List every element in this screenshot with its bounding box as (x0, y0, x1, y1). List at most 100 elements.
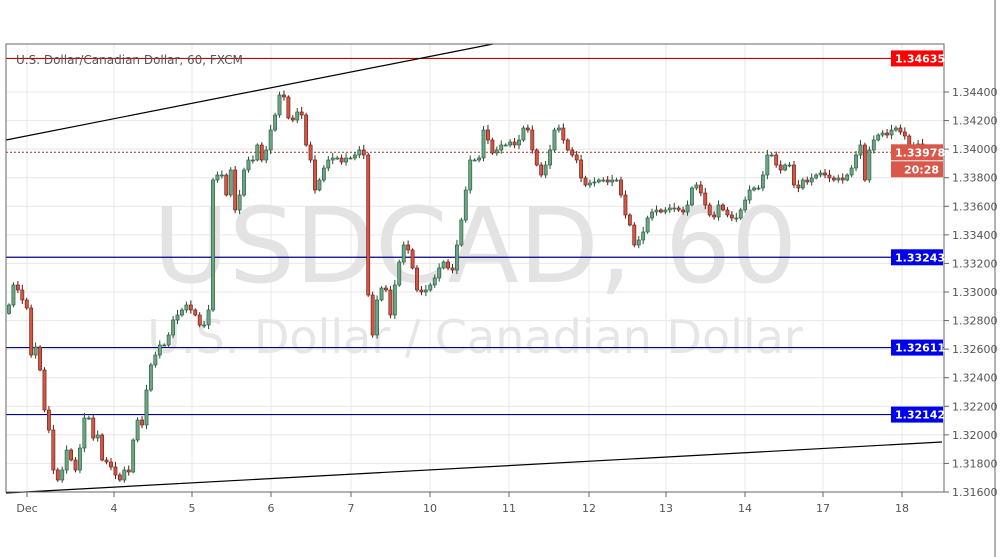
candle-body (446, 261, 450, 269)
candle (60, 466, 65, 483)
candle-body (756, 187, 761, 190)
candle-body (211, 179, 215, 311)
watermark-symbol: USDCAD, 60 (153, 185, 798, 307)
candle (858, 139, 863, 160)
level-label: 1.32611 (895, 342, 945, 355)
level-label: 1.34635 (895, 52, 945, 65)
candle (512, 138, 517, 149)
candle (126, 465, 131, 476)
candle-body (264, 149, 269, 161)
candle-body (796, 184, 801, 189)
y-tick-label: 1.33000 (952, 286, 998, 299)
candle-body (135, 419, 140, 441)
candle (681, 206, 685, 215)
candle-body (721, 204, 725, 211)
candle (206, 304, 211, 330)
candle-body (654, 209, 659, 213)
candle-body (614, 179, 619, 182)
candle (570, 147, 575, 158)
candle (357, 146, 362, 159)
candle (33, 342, 38, 359)
candle (774, 151, 779, 168)
candle (894, 125, 898, 132)
candle (437, 263, 442, 282)
candle (565, 138, 570, 152)
candle (242, 167, 246, 197)
candle-body (321, 167, 326, 181)
candle-body (672, 207, 677, 210)
candle (703, 187, 708, 210)
candle-body (437, 267, 442, 279)
candle (827, 169, 832, 183)
candle (344, 153, 348, 166)
candle (636, 236, 641, 249)
candle-body (20, 289, 25, 301)
candle-body (902, 131, 907, 137)
candle (273, 112, 277, 132)
price-axis[interactable]: 1.31600 1.31800 1.32000 1.32200 1.32400 1.326… (944, 86, 998, 499)
candle-body (876, 134, 881, 141)
candle (561, 123, 566, 144)
candle (91, 414, 96, 441)
candle (184, 301, 189, 313)
candle-body (24, 299, 29, 309)
candle-body (55, 469, 60, 481)
candle (494, 146, 499, 156)
candle (747, 185, 752, 204)
y-tick-label: 1.34200 (952, 115, 998, 128)
candle (64, 445, 69, 474)
candle-body (747, 189, 752, 201)
candle-body (659, 209, 663, 213)
candle (313, 155, 317, 194)
candle (463, 186, 468, 223)
candle (645, 215, 650, 234)
candle-body (743, 199, 748, 211)
candle (752, 186, 756, 192)
candle-body (871, 139, 876, 151)
candle (446, 259, 450, 271)
candle-body (375, 299, 379, 336)
candle-body (175, 314, 180, 321)
grid (6, 44, 944, 493)
candle (379, 286, 384, 302)
candle (24, 297, 29, 310)
candle (831, 175, 836, 182)
candle-body (734, 217, 739, 220)
candle-body (889, 129, 894, 136)
candle (428, 282, 433, 292)
candle (898, 124, 903, 135)
time-axis[interactable]: Dec 4 5 6 7 10 11 12 13 14 17 18 (16, 492, 909, 515)
candle (659, 208, 663, 214)
candle (601, 177, 606, 183)
x-tick-label: 12 (582, 502, 596, 515)
candle (885, 129, 889, 139)
candle-body (428, 284, 433, 291)
candle (401, 241, 406, 265)
candle-body (86, 417, 91, 420)
candle (712, 211, 717, 220)
candle (663, 207, 668, 215)
y-tick-label: 1.32800 (952, 315, 998, 328)
candle-body (894, 127, 898, 131)
candle (219, 170, 224, 179)
candle-body (596, 179, 601, 183)
candle (73, 457, 78, 473)
candle (215, 171, 220, 183)
candle-body (725, 209, 730, 216)
candle-body (113, 466, 118, 476)
candle-body (126, 469, 131, 473)
candle (109, 458, 113, 471)
candle (335, 155, 340, 160)
candle (375, 295, 379, 339)
x-tick-label: 10 (423, 502, 437, 515)
candle-body (228, 169, 233, 196)
candle (237, 189, 242, 215)
chart-title: U.S. Dollar/Canadian Dollar, 60, FXCM (16, 53, 243, 67)
candle-body (268, 129, 273, 151)
candle-body (486, 129, 490, 141)
candle (410, 248, 415, 270)
candle (579, 154, 583, 183)
candle (729, 211, 734, 222)
candle (246, 156, 251, 173)
